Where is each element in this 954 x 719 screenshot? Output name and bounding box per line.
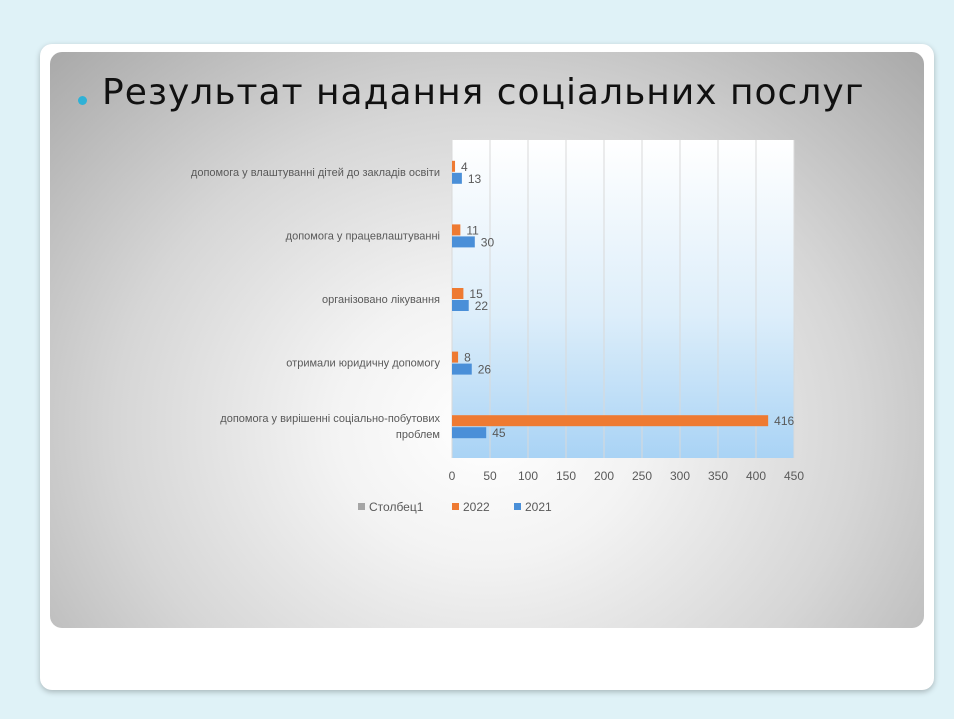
category-label: допомога у працевлаштуванні (286, 230, 440, 242)
x-tick-label: 0 (449, 469, 456, 483)
x-tick-label: 150 (556, 469, 576, 483)
slide-title: Результат надання соціальних послуг (102, 72, 865, 113)
x-tick-label: 300 (670, 469, 690, 483)
data-label: 416 (774, 414, 794, 428)
category-label-line: проблем (396, 429, 440, 441)
data-label: 26 (478, 363, 492, 377)
data-label: 13 (468, 172, 482, 186)
bar-2022 (452, 160, 456, 172)
title-bullet-icon (78, 96, 87, 105)
x-tick-label: 100 (518, 469, 538, 483)
data-label: 45 (492, 426, 506, 440)
x-tick-label: 350 (708, 469, 728, 483)
bar-2021 (452, 172, 462, 184)
legend-label: Столбец1 (369, 500, 424, 514)
category-label-line: отримали юридичну допомогу (286, 358, 440, 370)
legend-label: 2021 (525, 500, 552, 514)
bar-2022 (452, 415, 769, 427)
x-tick-label: 400 (746, 469, 766, 483)
legend-label: 2022 (463, 500, 490, 514)
bar-2022 (452, 351, 459, 363)
category-label: організовано лікування (322, 294, 440, 306)
data-label: 8 (464, 351, 471, 365)
bar-2021 (452, 427, 487, 439)
data-label: 22 (475, 299, 489, 313)
category-label-line: організовано лікування (322, 294, 440, 306)
bar-2022 (452, 288, 464, 299)
legend-swatch-Столбец1 (358, 503, 365, 510)
data-label: 4 (461, 160, 468, 174)
category-label: допомога у вирішенні соціально-побутових… (220, 413, 440, 441)
category-label: отримали юридичну допомогу (286, 358, 440, 370)
data-label: 15 (469, 287, 483, 301)
data-label: 30 (481, 235, 495, 249)
bar-2021 (452, 236, 475, 248)
bar-2021 (452, 363, 472, 375)
category-label-line: допомога у влаштуванні дітей до закладів… (191, 167, 440, 179)
plot-area (452, 140, 794, 458)
legend-swatch-2022 (452, 503, 459, 510)
bar-2021 (452, 300, 469, 311)
x-tick-label: 250 (632, 469, 652, 483)
bar-2022 (452, 224, 461, 236)
data-label: 11 (466, 223, 479, 237)
x-tick-label: 50 (483, 469, 497, 483)
legend-swatch-2021 (514, 503, 521, 510)
category-label-line: допомога у працевлаштуванні (286, 230, 440, 242)
x-tick-label: 450 (784, 469, 804, 483)
category-label-line: допомога у вирішенні соціально-побутових (220, 413, 440, 425)
x-tick-label: 200 (594, 469, 614, 483)
category-label: допомога у влаштуванні дітей до закладів… (191, 167, 440, 179)
